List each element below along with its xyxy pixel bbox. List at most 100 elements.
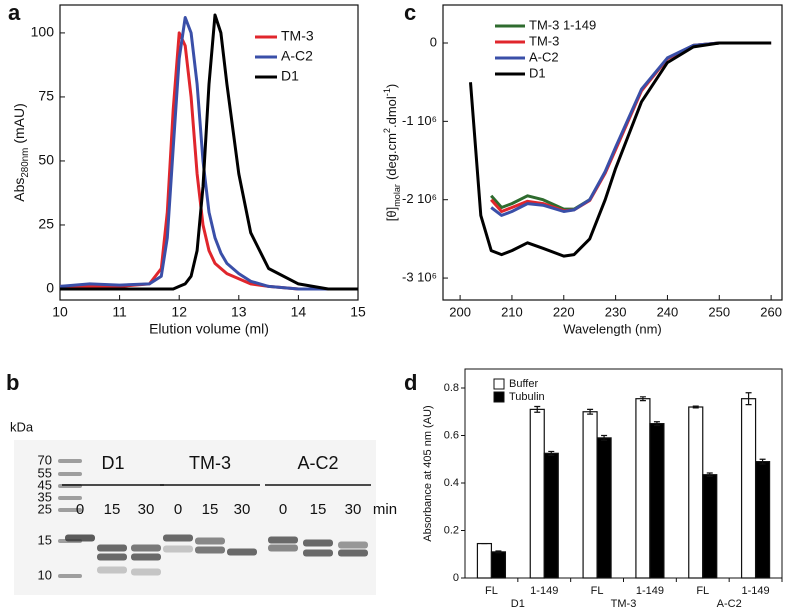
bar [635,398,651,579]
error-bar [601,434,608,441]
y-axis-label-part: [θ] [384,207,399,221]
y-axis-label-part: .dmol [384,96,399,128]
gel-band [303,539,333,547]
y-tick-label: 0.8 [444,382,459,394]
x-tick-label: 14 [291,304,307,320]
error-bar [759,458,766,465]
lane-label: D1 [101,453,124,473]
error-bar [745,392,752,406]
panel-label: c [404,0,416,25]
y-tick-label: 0 [453,572,459,584]
y-axis-label-part: 280nm [20,148,31,178]
ladder-label: 35 [38,489,52,504]
gel-band [97,553,127,561]
plot-frame [59,4,359,301]
y-axis-label-part: (deg.cm [384,133,399,180]
y-tick-label: -2 10⁶ [402,191,437,206]
y-axis-label: [θ]molar (deg.cm2.dmol-1) [382,84,402,221]
ladder-band [58,496,82,500]
bar [740,398,757,579]
legend-label: TM-3 1-149 [529,17,596,32]
gel-band [163,545,193,553]
x-tick-label: 13 [231,304,247,320]
ladder-label: 10 [38,567,52,582]
panel-label: a [8,0,21,25]
y-axis-label-part: (mAU) [11,103,27,143]
ladder-band [58,574,82,578]
gel-band [268,536,298,544]
y-tick-label: 50 [38,152,54,168]
gel-band [338,549,368,557]
time-label: 30 [345,501,362,518]
y-tick-label: 25 [38,216,54,232]
x-tick-label: 260 [760,304,782,319]
lane-label: TM-3 [189,453,231,473]
bar [582,411,598,579]
gel-band [227,548,257,556]
series-line [60,13,358,291]
ladder-band [58,459,82,463]
y-axis-label-part: 2 [382,128,392,133]
bar [688,406,704,579]
bar [596,437,612,579]
time-unit: min [373,501,397,518]
x-tick-label: 10 [52,304,68,320]
y-axis-label: Absorbance at 405 nm (AU) [422,405,434,541]
x-tick-label: 11 [112,304,127,320]
time-label: 0 [174,501,182,518]
bar [649,423,665,579]
y-tick-label: 0 [46,280,54,296]
bar [529,408,545,579]
bar [543,452,559,579]
gel-band [195,537,225,545]
series-line [469,41,772,258]
y-tick-label: 75 [38,88,54,104]
legend-label: A-C2 [281,48,313,64]
x-tick-label: 240 [657,304,679,319]
time-label: 30 [234,501,251,518]
time-label: 15 [310,501,327,518]
x-tick-label: 250 [708,304,730,319]
lane-label: A-C2 [297,453,338,473]
panel-label: d [404,370,417,395]
gel-band [195,546,225,554]
y-tick-label: -1 10⁶ [402,113,437,128]
legend-label: Tubulin [509,391,545,403]
time-label: 15 [202,501,219,518]
error-bar [706,472,713,477]
x-tick-label: 220 [553,304,575,319]
y-axis-label-part: molar [392,184,402,207]
x-tick-label: 230 [605,304,627,319]
time-label: 0 [279,501,287,518]
gel-band [131,544,161,552]
bar [702,474,718,579]
error-bar [495,550,502,554]
y-axis-label-part: Abs [11,178,27,202]
gel-band [65,534,95,542]
legend-swatch [493,391,505,403]
gel-band [163,534,193,542]
x-tick-label: FL [696,585,709,597]
bar [476,542,493,579]
group-label: D1 [511,598,525,610]
legend-swatch [493,378,505,390]
y-tick-label: 0.6 [444,429,459,441]
x-tick-label: 1-149 [530,585,558,597]
time-label: 0 [76,501,84,518]
x-tick-label: 15 [350,304,366,320]
gel-band [131,568,161,576]
error-bar [653,421,660,427]
x-tick-label: 1-149 [636,585,664,597]
y-tick-label: 100 [31,24,55,40]
unit-label: kDa [10,419,34,434]
x-tick-label: FL [485,585,498,597]
time-label: 15 [104,501,121,518]
x-tick-label: 12 [171,304,187,320]
gel-background [14,440,376,595]
ladder-label: 25 [38,501,52,516]
time-label: 30 [138,501,155,518]
group-label: A-C2 [717,598,742,610]
error-bar [587,408,594,415]
x-tick-label: 210 [501,304,523,319]
y-tick-label: -3 10⁶ [402,269,437,284]
